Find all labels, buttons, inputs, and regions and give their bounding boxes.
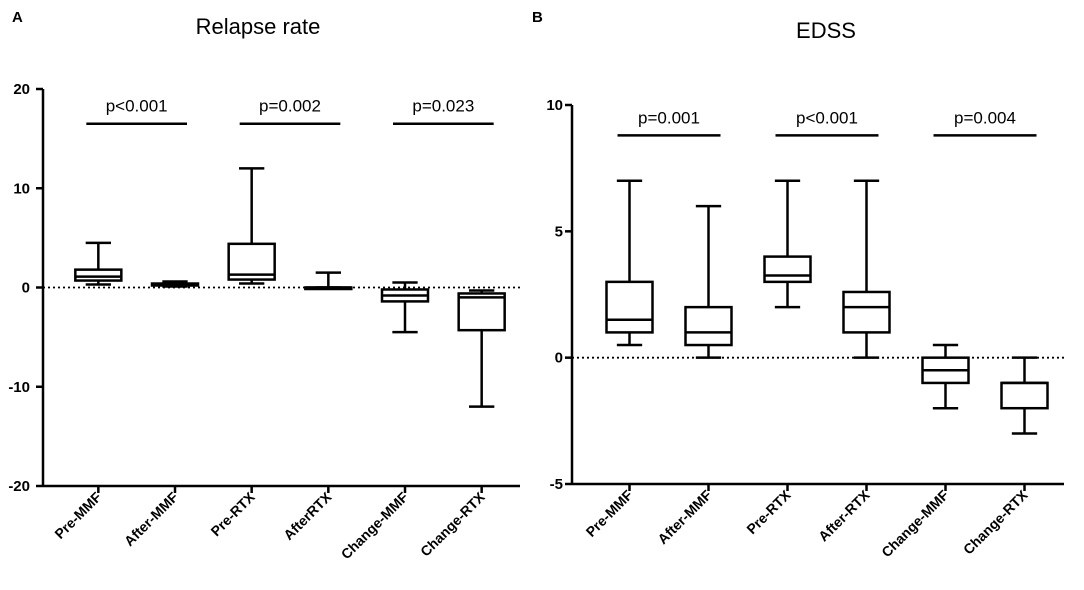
box-change-mmf [380,281,430,334]
box-afterrtx [304,271,353,291]
panel-b: B EDSS 10 5 0 -5 Pre-MMF After-MMF Pre-RTX Afte… [532,9,1064,560]
box-after-mmf [150,280,200,288]
plot-area-a: 20 10 0 -10 -20 Pre-MMF After-MMF Pre-RTX AfterR… [8,81,520,562]
p-value-label: p=0.001 [638,108,700,127]
chart-title-edss: EDSS [796,18,856,43]
p-value-label: p<0.001 [106,97,168,116]
panel-letter-a: A [12,9,23,26]
box-pre-rtx [227,167,276,285]
box-after-rtx [842,179,891,359]
box-iqr [684,305,733,347]
box-change-mmf [921,343,970,410]
box-iqr [457,292,506,332]
x-tick-label: After-MMF [654,486,715,547]
panel-a: A Relapse rate 20 10 0 -10 -20 Pre-MMF After-M… [8,9,520,562]
y-tick-label: 0 [555,350,563,367]
x-tick-label: Pre-RTX [743,486,794,537]
x-tick-label: After-RTX [815,486,873,544]
x-tick-label: Pre-MMF [582,487,635,540]
box-iqr [1000,381,1049,410]
y-tick-label: 10 [13,180,30,197]
x-tick-label: Change-MMF [878,487,952,561]
y-tick-label: 10 [546,97,563,114]
box-iqr [605,280,654,334]
y-tick-label: -20 [8,478,30,495]
x-tick-label: Change-MMF [338,489,412,563]
y-tick-label: 5 [555,223,563,240]
x-tick-label: AfterRTX [280,488,335,543]
box-change-rtx [457,289,506,408]
x-tick-label: Change-RTX [960,486,1031,557]
chart-title-relapse-rate: Relapse rate [196,14,321,39]
box-pre-mmf [74,241,123,286]
box-pre-mmf [605,179,654,347]
x-tick-label: Pre-MMF [51,489,104,542]
box-iqr [74,268,123,282]
x-tick-label: Change-RTX [417,488,488,559]
p-value-label: p=0.023 [412,97,474,116]
p-value-label: p=0.004 [954,108,1016,127]
box-change-rtx [1000,356,1049,435]
x-tick-label: After-MMF [121,488,182,549]
p-value-label: p<0.001 [796,108,858,127]
box-iqr [842,290,891,334]
box-iqr [763,255,812,284]
y-tick-label: -5 [550,476,563,493]
x-tick-label: Pre-RTX [207,488,258,539]
y-tick-label: -10 [8,379,30,396]
box-after-mmf [684,204,733,359]
y-tick-label: 20 [13,81,30,98]
panel-letter-b: B [532,9,543,26]
p-value-label: p=0.002 [259,97,321,116]
box-pre-rtx [763,179,812,309]
y-tick-label: 0 [22,280,30,297]
